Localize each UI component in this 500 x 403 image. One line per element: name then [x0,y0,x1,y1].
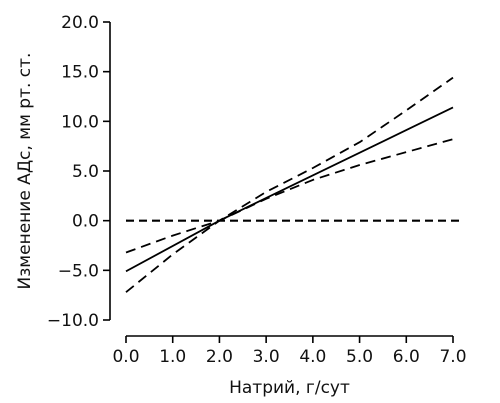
estimate-line [125,106,454,273]
y-tick-label: 10.0 [61,112,99,132]
x-tick-label: 5.0 [346,347,373,367]
ci-upper-line [125,76,454,293]
x-tick-label: 7.0 [439,347,466,367]
x-tick-label: 2.0 [206,347,233,367]
y-tick-label: 15.0 [61,63,99,83]
ci-lower-line [125,138,454,254]
x-tick-label: 4.0 [299,347,326,367]
axes: −10.0 −5.0 0.0 5.0 10.0 15.0 20.0 0.0 1.0 2.0 3.0 4… [47,13,467,367]
x-tick-label: 1.0 [159,347,186,367]
x-tick-label: 0.0 [112,347,139,367]
y-tick-label: 5.0 [72,162,99,182]
y-tick-label: 20.0 [61,13,99,33]
series-group [125,76,454,293]
x-tick-label: 6.0 [393,347,420,367]
y-tick-label: 0.0 [72,212,99,232]
y-axis-label: Изменение АДс, мм рт. ст. [15,53,35,290]
x-tick-label: 3.0 [253,347,280,367]
y-tick-label: −5.0 [58,261,99,281]
x-axis-label: Натрий, г/сут [229,378,350,398]
y-tick-label: −10.0 [47,311,99,331]
